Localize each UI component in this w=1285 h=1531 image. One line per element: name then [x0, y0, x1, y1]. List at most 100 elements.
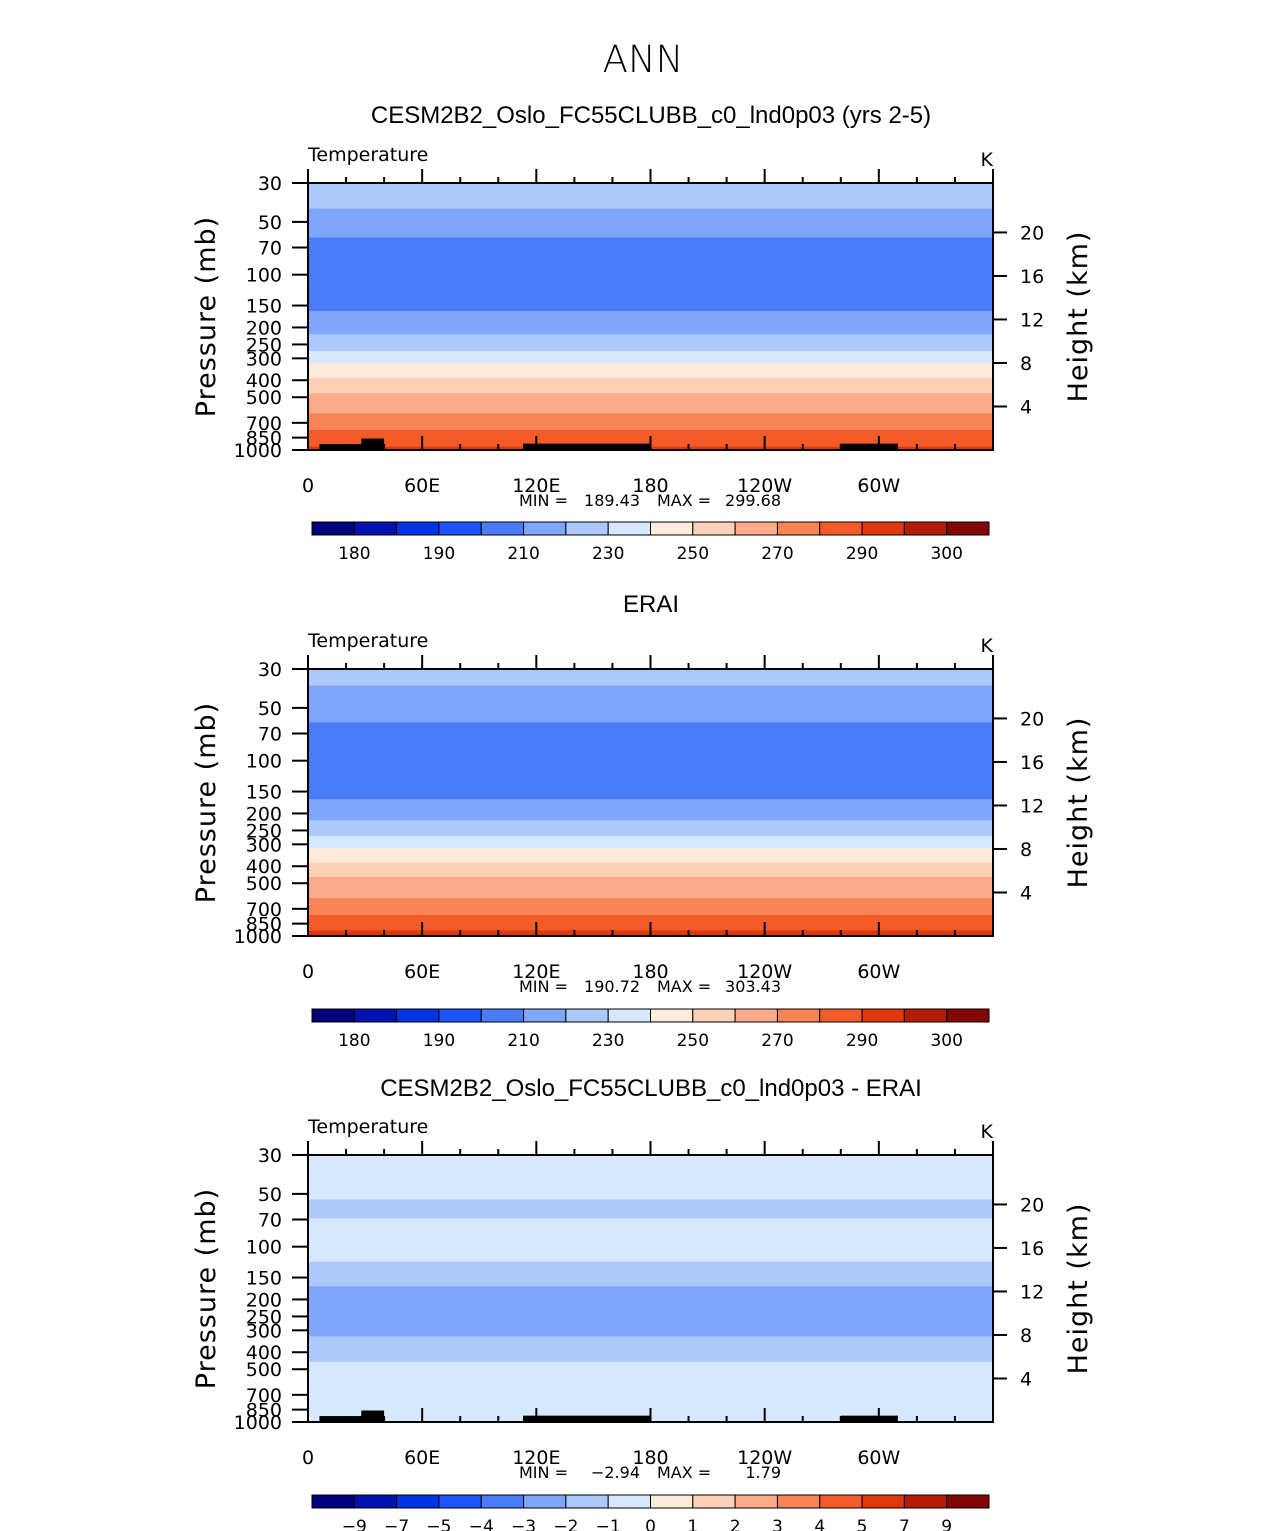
variable-name: Temperature [307, 144, 428, 166]
colorbar-tick-label: 290 [846, 1031, 878, 1051]
y-tick-label: 500 [246, 873, 282, 895]
y-axis-label: Pressure (mb) [191, 702, 222, 903]
colorbar-swatch [480, 1008, 525, 1023]
colorbar-swatch [692, 1008, 736, 1023]
colorbar: 180 190 210 230 250 270 290 300 [311, 521, 990, 564]
y2-tick-label: 12 [1020, 1281, 1044, 1303]
colorbar-swatch [819, 1494, 863, 1509]
max-label: MAX = [657, 977, 711, 996]
y-tick-label: 50 [258, 1184, 282, 1206]
contour-band [308, 334, 993, 352]
colorbar-swatch [565, 521, 609, 536]
x-tick-label: 60W [857, 1447, 900, 1469]
colorbar-swatch [692, 1494, 736, 1509]
max-label: MAX = [657, 1463, 711, 1482]
land-mask [361, 1410, 385, 1422]
y2-tick-label: 16 [1020, 1238, 1044, 1260]
y-tick-label: 300 [246, 348, 282, 370]
contour-band [308, 377, 993, 394]
y2-tick-label: 8 [1020, 353, 1032, 375]
colorbar-tick-label: 9 [941, 1517, 952, 1531]
contour-band [308, 310, 993, 335]
colorbar-swatch [607, 1494, 651, 1509]
colorbar-swatch [734, 521, 778, 536]
colorbar-tick-label: 5 [857, 1517, 868, 1531]
colorbar-swatch [776, 1008, 821, 1023]
contour-band [308, 799, 993, 821]
colorbar-tick-label: −4 [469, 1517, 494, 1531]
colorbar-tick-label: 210 [507, 1031, 539, 1051]
max-value: 1.79 [745, 1463, 781, 1482]
colorbar-swatch [607, 521, 651, 536]
y-tick-label: 500 [246, 1359, 282, 1381]
y-tick-label: 50 [258, 212, 282, 234]
y-tick-label: 700 [246, 1385, 282, 1407]
contour-band [308, 393, 993, 414]
colorbar-tick-label: 1 [687, 1517, 698, 1531]
colorbar-tick-label: 4 [814, 1517, 825, 1531]
y-tick-label: 850 [246, 428, 282, 450]
y2-tick-label: 16 [1020, 266, 1044, 288]
x-tick-label: 0 [302, 475, 314, 497]
contour-band [308, 1286, 993, 1337]
colorbar-swatch [311, 1008, 355, 1023]
y-tick-label: 1000 [234, 440, 282, 462]
colorbar-swatch [353, 521, 398, 536]
y2-axis-label: Height (km) [1063, 717, 1094, 889]
land-mask [319, 1416, 377, 1422]
contour-band [308, 208, 993, 239]
contour-bands [308, 669, 993, 937]
colorbar-swatch [819, 1008, 863, 1023]
y-tick-label: 200 [246, 1289, 282, 1311]
contour-band [308, 820, 993, 837]
y-tick-label: 400 [246, 370, 282, 392]
contour-bands [308, 1155, 993, 1423]
colorbar-swatch [946, 1494, 990, 1509]
y-tick-label: 150 [246, 782, 282, 804]
panels: CESM2B2_Oslo_FC55CLUBB_c0_lnd0p03 (yrs 2… [191, 102, 1094, 1531]
panel-3: CESM2B2_Oslo_FC55CLUBB_c0_lnd0p03 - ERAI… [191, 1075, 1094, 1531]
y2-tick-label: 20 [1020, 222, 1044, 244]
colorbar-swatch [396, 1494, 440, 1509]
y-tick-label: 100 [246, 1237, 282, 1259]
y-tick-label: 250 [246, 1306, 282, 1328]
land-mask [319, 444, 377, 450]
min-label: MIN = [519, 491, 568, 510]
colorbar-tick-label: 190 [423, 1031, 455, 1051]
y-tick-label: 850 [246, 1400, 282, 1422]
x-tick-label: 120E [512, 475, 560, 497]
colorbar-swatch [819, 521, 863, 536]
colorbar: 180 190 210 230 250 270 290 300 [311, 1008, 990, 1051]
colorbar-swatch [861, 521, 905, 536]
x-tick-label: 180 [632, 475, 668, 497]
y-tick-label: 250 [246, 820, 282, 842]
colorbar: −9 −7 −5 −4 −3 −2 −1 0 1 2 3 4 5 7 9 [311, 1494, 990, 1531]
colorbar-swatch [946, 1008, 990, 1023]
y-tick-label: 30 [258, 659, 282, 681]
min-value: 189.43 [584, 491, 640, 510]
colorbar-swatch [438, 521, 482, 536]
figure-title: ANN [603, 38, 684, 81]
colorbar-swatch [903, 1494, 948, 1509]
max-value: 299.68 [725, 491, 781, 510]
colorbar-swatch [353, 1008, 398, 1023]
colorbar-tick-label: −5 [426, 1517, 451, 1531]
x-tick-label: 120W [737, 961, 792, 983]
colorbar-tick-label: 250 [677, 1031, 709, 1051]
colorbar-tick-label: 0 [645, 1517, 656, 1531]
y-axis-label: Pressure (mb) [191, 1188, 222, 1389]
x-tick-label: 120E [512, 961, 560, 983]
y-tick-label: 150 [246, 296, 282, 318]
y-tick-label: 30 [258, 173, 282, 195]
contour-band [308, 237, 993, 312]
contour-bands [308, 183, 993, 451]
y-tick-label: 700 [246, 413, 282, 435]
panel-title: ERAI [623, 591, 679, 618]
colorbar-swatch [946, 521, 990, 536]
y-tick-label: 300 [246, 834, 282, 856]
y2-tick-label: 4 [1020, 882, 1032, 904]
contour-band [308, 1199, 993, 1220]
x-tick-label: 120E [512, 1447, 560, 1469]
